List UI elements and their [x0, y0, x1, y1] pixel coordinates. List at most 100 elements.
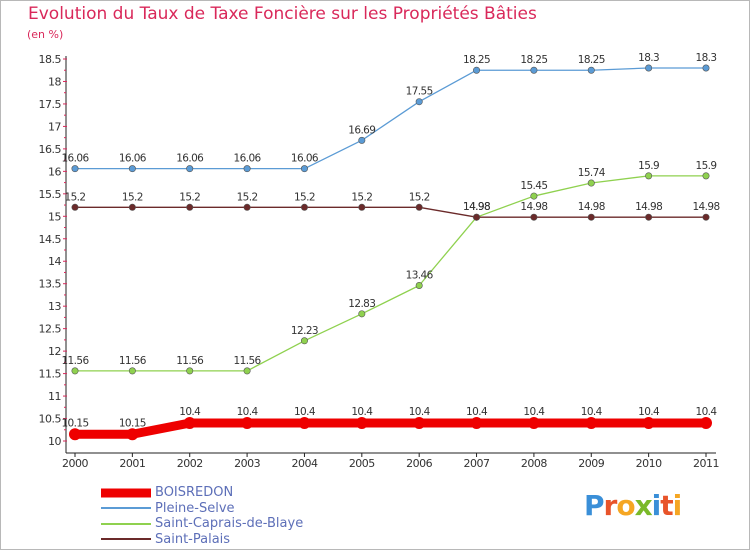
data-point [241, 417, 254, 430]
data-label: 16.06 [119, 153, 147, 165]
data-label: 12.23 [291, 325, 318, 337]
y-tick-label: 17 [48, 120, 61, 133]
data-point [587, 179, 595, 187]
series-line-boisredon [70, 418, 711, 439]
data-point [71, 367, 79, 375]
x-tick-label: 2005 [349, 457, 375, 470]
data-label: 15.2 [294, 191, 315, 203]
data-label: 16.06 [234, 153, 262, 165]
data-point [473, 66, 481, 74]
data-label: 15.74 [578, 167, 606, 179]
y-tick-label: 12 [48, 345, 61, 358]
data-point [470, 417, 483, 430]
data-label: 15.2 [65, 191, 86, 203]
x-tick-label: 2004 [291, 457, 317, 470]
data-point [243, 165, 251, 173]
data-label: 10.4 [581, 406, 603, 418]
data-point [700, 417, 712, 430]
data-label: 10.4 [351, 406, 373, 418]
data-point [702, 172, 710, 180]
data-label: 13.46 [406, 270, 434, 282]
y-tick-label: 14 [48, 255, 61, 268]
data-label: 16.06 [176, 153, 204, 165]
data-point [358, 203, 366, 211]
data-label: 18.25 [520, 54, 547, 66]
data-point [128, 203, 136, 211]
data-point [645, 172, 653, 180]
data-label: 15.2 [351, 191, 372, 203]
data-point [530, 213, 538, 221]
data-label: 18.25 [463, 54, 490, 66]
data-point [186, 165, 194, 173]
data-point [355, 417, 368, 430]
data-point [415, 203, 423, 211]
x-tick-label: 2002 [177, 457, 203, 470]
data-point [585, 417, 598, 430]
data-label: 10.4 [237, 406, 259, 418]
legend-swatch [101, 488, 151, 498]
data-label: 10.15 [61, 417, 88, 429]
data-label: 12.83 [348, 298, 375, 310]
data-label: 14.98 [520, 201, 547, 213]
y-tick-label: 18 [48, 75, 61, 88]
data-label: 16.69 [348, 124, 375, 136]
data-label: 14.98 [578, 201, 605, 213]
data-label: 16.06 [291, 153, 319, 165]
legend-label: Saint-Caprais-de-Blaye [155, 516, 304, 531]
y-tick-label: 13.5 [39, 278, 62, 291]
y-tick-label: 10.5 [39, 413, 62, 426]
legend-swatch [101, 507, 151, 510]
data-label: 15.9 [638, 160, 659, 172]
data-label: 10.4 [466, 406, 488, 418]
data-label: 11.56 [119, 355, 147, 367]
data-point [300, 337, 308, 345]
y-tick-label: 18.5 [39, 53, 62, 66]
data-point [645, 213, 653, 221]
series-line-pleine-selve [74, 67, 707, 170]
y-tick-label: 15 [48, 210, 61, 223]
data-label: 15.2 [237, 191, 258, 203]
data-point [126, 428, 139, 441]
data-point [186, 203, 194, 211]
data-point [587, 66, 595, 74]
x-tick-label: 2001 [119, 457, 145, 470]
y-tick-label: 15.5 [39, 188, 62, 201]
x-tick-label: 2006 [406, 457, 432, 470]
legend-label: Pleine-Selve [155, 500, 235, 516]
x-tick-label: 2010 [636, 457, 662, 470]
unit-label: (en %) [27, 28, 64, 41]
data-label: 18.3 [638, 52, 659, 64]
data-point [69, 428, 81, 441]
chart-title: Evolution du Taux de Taxe Foncière sur l… [28, 4, 537, 24]
x-tick-label: 2008 [521, 457, 547, 470]
data-point [702, 64, 710, 72]
data-label: 10.4 [409, 406, 431, 418]
data-point [186, 367, 194, 375]
y-tick-label: 12.5 [39, 323, 62, 336]
data-point [71, 203, 79, 211]
x-tick-label: 2007 [464, 457, 490, 470]
data-point [298, 417, 311, 430]
data-point [530, 192, 538, 200]
data-label: 14.98 [692, 201, 719, 213]
data-label: 11.56 [176, 355, 204, 367]
data-label: 16.06 [61, 153, 89, 165]
data-point [530, 66, 538, 74]
data-label: 14.98 [635, 201, 662, 213]
data-point [415, 98, 423, 106]
y-tick-label: 16 [48, 165, 61, 178]
data-label: 10.4 [179, 406, 201, 418]
data-point [300, 203, 308, 211]
data-label: 10.4 [696, 406, 718, 418]
data-point [645, 64, 653, 72]
data-label: 15.9 [696, 160, 717, 172]
y-tick-label: 11 [48, 390, 61, 403]
data-label: 10.4 [523, 406, 545, 418]
data-label: 10.15 [119, 417, 146, 429]
data-label: 15.2 [179, 191, 200, 203]
data-point [473, 213, 481, 221]
data-label: 10.4 [294, 406, 316, 418]
data-label: 11.56 [61, 355, 89, 367]
data-point [527, 417, 540, 430]
